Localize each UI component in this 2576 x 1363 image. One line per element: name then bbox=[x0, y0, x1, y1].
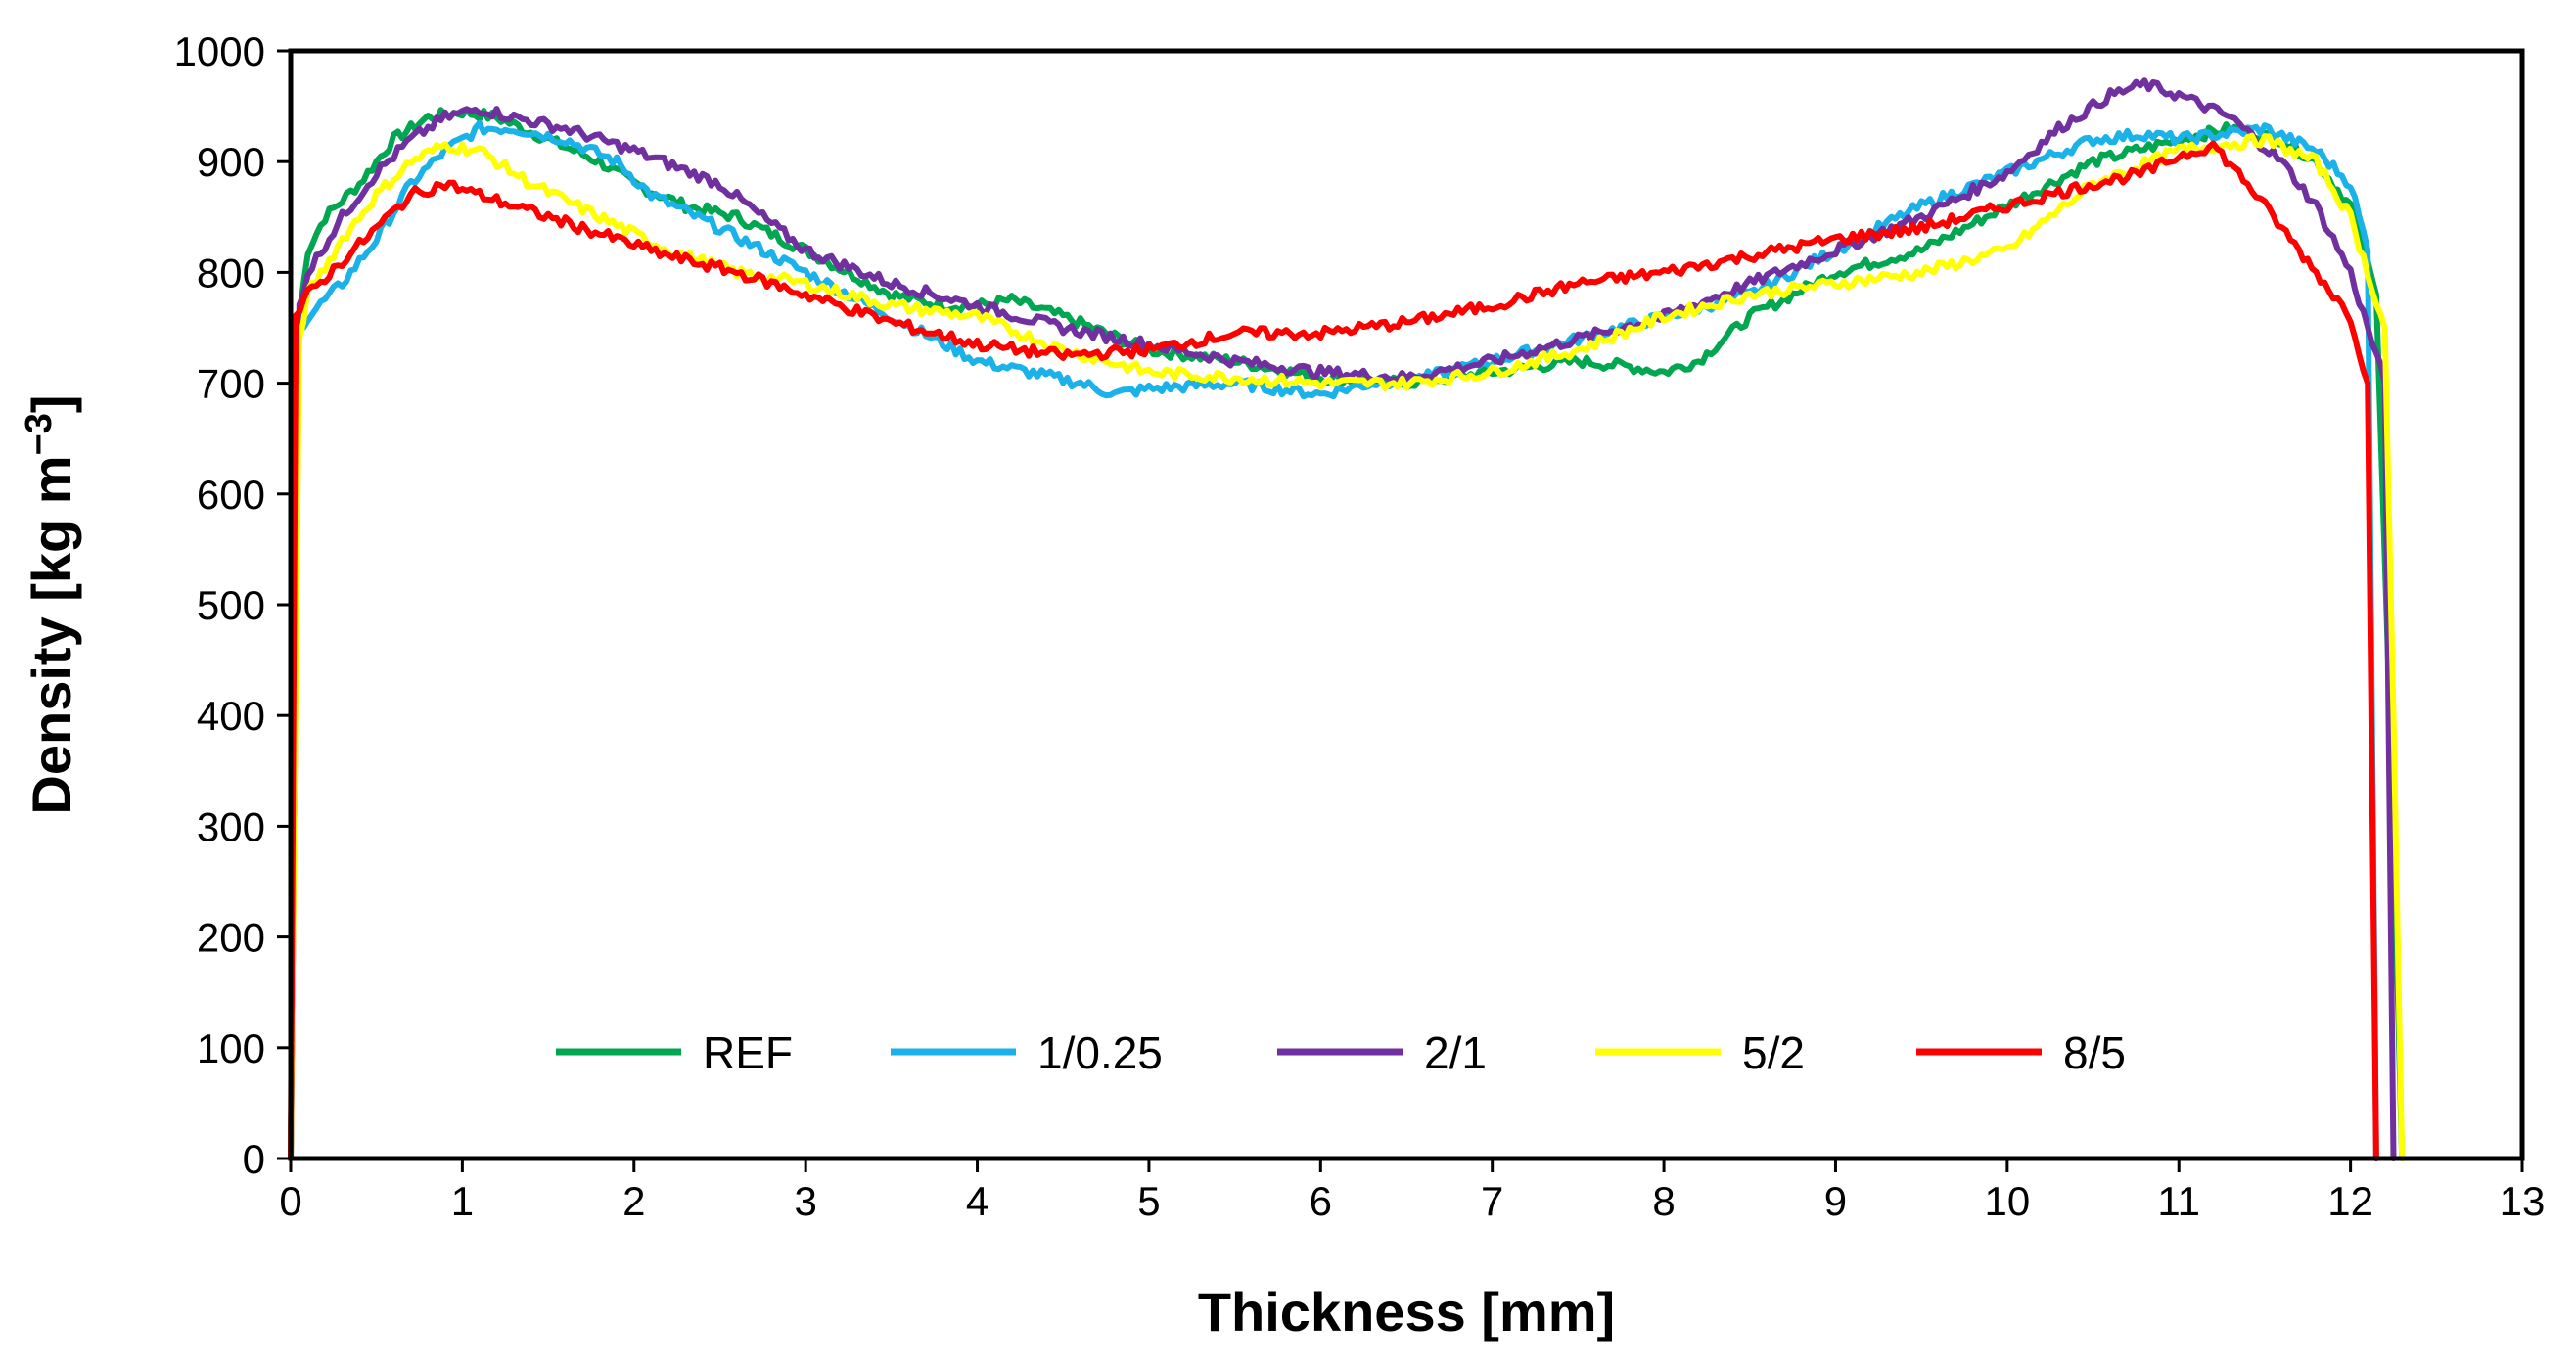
x-tick-label: 9 bbox=[1824, 1178, 1847, 1224]
y-axis-title-sup: −3 bbox=[19, 413, 60, 455]
x-tick-label: 4 bbox=[966, 1178, 989, 1224]
series-line-5-2 bbox=[288, 132, 2406, 1161]
legend-label: 2/1 bbox=[1424, 1027, 1487, 1078]
x-tick-label: 10 bbox=[1984, 1178, 2030, 1224]
y-tick-label: 600 bbox=[197, 472, 265, 518]
legend: REF 1/0.25 2/1 5/2 8/5 bbox=[556, 1027, 2126, 1078]
x-tick-label: 2 bbox=[622, 1178, 645, 1224]
y-tick-label: 300 bbox=[197, 803, 265, 849]
x-tick-label: 11 bbox=[2157, 1178, 2200, 1224]
legend-label: 1/0.25 bbox=[1037, 1027, 1163, 1078]
y-tick-label: 700 bbox=[197, 361, 265, 407]
x-tick-label: 12 bbox=[2327, 1178, 2373, 1224]
series-line-ref bbox=[288, 106, 2406, 1161]
x-tick-label: 0 bbox=[279, 1178, 301, 1224]
series-line-1-0-25 bbox=[288, 119, 2379, 1161]
x-tick-label: 1 bbox=[451, 1178, 474, 1224]
x-tick-label: 13 bbox=[2500, 1178, 2546, 1224]
y-tick-label: 800 bbox=[197, 250, 265, 295]
axis-ticks: 0 1 2 3 4 5 6 7 8 9 10 11 12 130100200300400500600700… bbox=[174, 28, 2546, 1224]
x-tick-label: 7 bbox=[1481, 1178, 1503, 1224]
y-axis-title-main: Density [kg m bbox=[21, 455, 82, 814]
series-line-8-5 bbox=[288, 140, 2379, 1161]
x-tick-label: 5 bbox=[1137, 1178, 1160, 1224]
y-axis-title-close: ] bbox=[21, 394, 82, 413]
y-tick-label: 400 bbox=[197, 693, 265, 739]
legend-label: 8/5 bbox=[2063, 1027, 2126, 1078]
series-lines bbox=[288, 77, 2406, 1161]
x-tick-label: 8 bbox=[1652, 1178, 1675, 1224]
y-tick-label: 900 bbox=[197, 139, 265, 185]
x-axis-title: Thickness [mm] bbox=[1198, 1281, 1615, 1342]
x-tick-label: 3 bbox=[794, 1178, 816, 1224]
y-tick-label: 0 bbox=[243, 1136, 265, 1182]
series-line-2-1 bbox=[288, 77, 2397, 1161]
y-tick-label: 1000 bbox=[174, 28, 265, 74]
y-tick-label: 100 bbox=[197, 1025, 265, 1071]
legend-label: 5/2 bbox=[1742, 1027, 1805, 1078]
y-tick-label: 500 bbox=[197, 582, 265, 628]
x-tick-label: 6 bbox=[1310, 1178, 1332, 1224]
legend-label: REF bbox=[703, 1027, 793, 1078]
y-tick-label: 200 bbox=[197, 915, 265, 961]
y-axis-title: Density [kg m−3] bbox=[19, 394, 82, 814]
plot-frame bbox=[288, 48, 2525, 1161]
